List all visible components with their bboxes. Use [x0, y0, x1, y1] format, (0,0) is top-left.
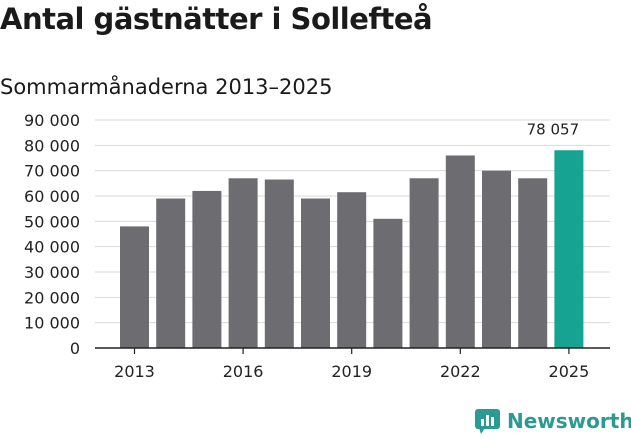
bar-2014	[156, 198, 186, 348]
bar-2024	[518, 178, 548, 348]
brand-name: Newsworthy	[507, 409, 631, 433]
newsworthy-logo: Newsworthy	[475, 406, 631, 436]
y-tick-label: 10 000	[24, 314, 80, 333]
bar-2013	[120, 226, 149, 348]
y-tick-label: 50 000	[24, 212, 80, 231]
y-tick-label: 70 000	[24, 162, 80, 181]
bar-chart: 0 10 000 20 000 30 000 40 000 50 000 60 000 70 …	[24, 111, 610, 381]
y-tick-label: 90 000	[24, 111, 80, 130]
y-tick-label: 80 000	[24, 136, 80, 155]
x-tick-label: 2019	[331, 362, 372, 381]
chart-title: Antal gästnätter i Sollefteå	[0, 2, 433, 36]
x-tick-label: 2016	[223, 362, 264, 381]
bar-2017	[264, 179, 294, 348]
bar-2018	[301, 198, 330, 348]
y-tick-label: 60 000	[24, 187, 80, 206]
y-tick-label: 30 000	[24, 263, 80, 282]
bar-2023	[482, 170, 511, 348]
x-tick-label: 2025	[549, 362, 590, 381]
x-tick-label: 2022	[440, 362, 481, 381]
bar-2015	[192, 190, 222, 348]
newsworthy-logo-icon	[475, 408, 500, 434]
y-tick-label: 40 000	[24, 238, 80, 257]
bar-2020	[373, 218, 403, 348]
y-tick-label: 20 000	[24, 288, 80, 307]
bar-2016	[228, 178, 258, 348]
y-tick-label: 0	[70, 339, 80, 358]
x-tick-label: 2013	[114, 362, 155, 381]
bar-2022	[445, 155, 475, 348]
bar-2019	[337, 192, 367, 348]
bar-2021	[409, 178, 439, 348]
data-label: 78 057	[527, 120, 580, 138]
bar-2025	[554, 150, 584, 348]
chart-subtitle: Sommarmånaderna 2013–2025	[0, 75, 333, 99]
